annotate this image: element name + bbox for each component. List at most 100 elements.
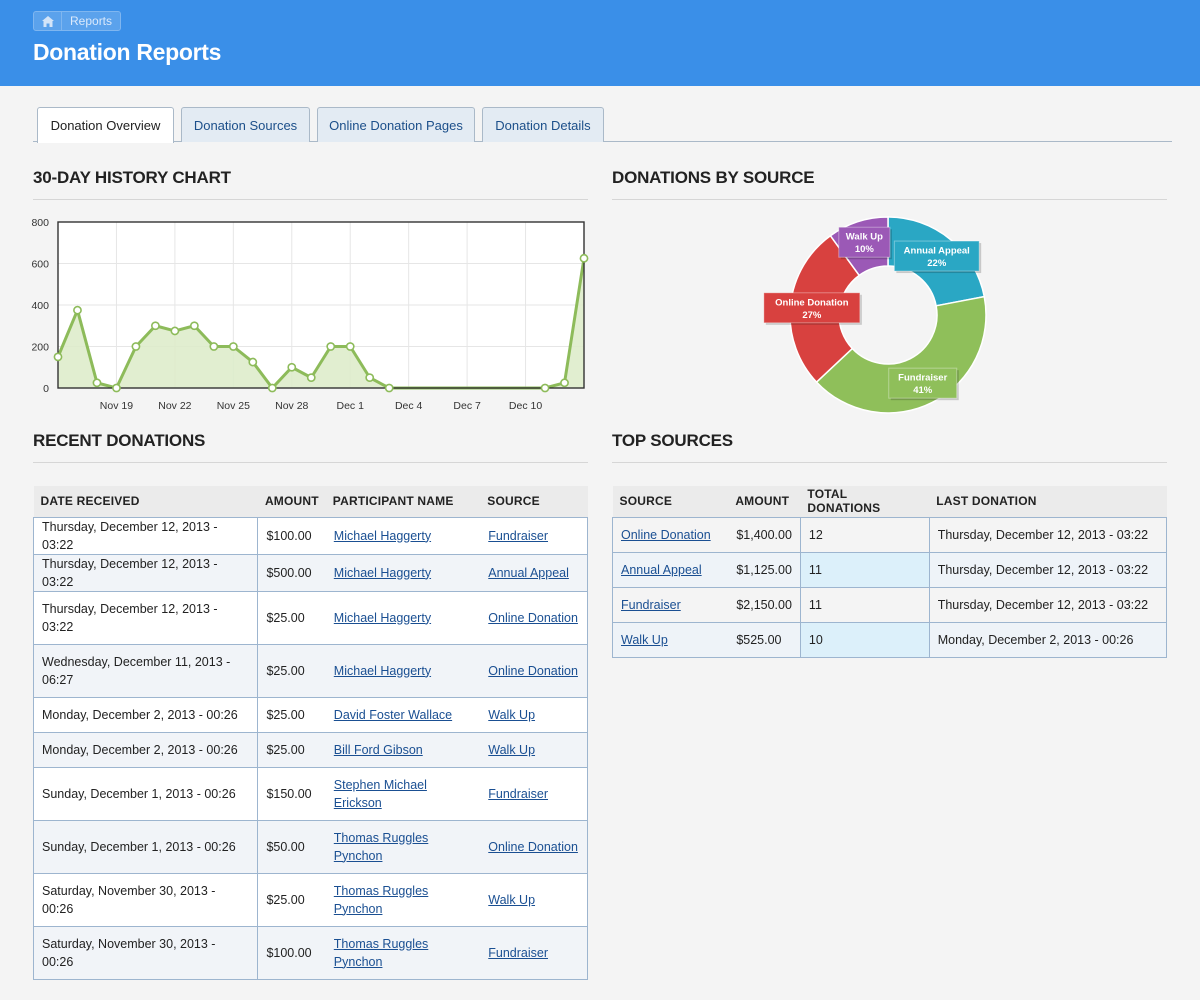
data-point[interactable] [306, 373, 316, 383]
y-tick-label: 800 [31, 217, 49, 229]
column-header-amount[interactable]: AMOUNT [728, 486, 801, 517]
x-tick-label: Nov 19 [100, 400, 133, 412]
recent-donations-title: RECENT DONATIONS [33, 431, 206, 450]
breadcrumb-reports[interactable]: Reports [70, 14, 113, 28]
data-point[interactable] [53, 352, 63, 362]
tab-donation-sources[interactable]: Donation Sources [181, 107, 310, 142]
data-point[interactable] [248, 357, 258, 367]
recent-donations-table: DATE RECEIVED AMOUNT PARTICIPANT NAME SO… [33, 486, 588, 980]
table-row: Monday, December 2, 2013 - 00:26 $25.00 Da… [33, 696, 588, 732]
divider [33, 199, 588, 200]
page-header: Reports Donation Reports [0, 0, 1200, 86]
data-point[interactable] [384, 383, 394, 393]
source-link[interactable]: Fundraiser [488, 528, 549, 543]
participant-cell: Thomas Ruggles Pynchon [325, 925, 481, 979]
data-point[interactable] [151, 321, 160, 331]
data-point[interactable] [287, 362, 297, 372]
data-point[interactable] [112, 383, 121, 393]
data-point[interactable] [73, 305, 82, 315]
participant-cell: Michael Haggerty [325, 516, 481, 554]
data-point[interactable] [365, 373, 375, 383]
date-cell: Saturday, November 30, 2013 - 00:26 [33, 872, 259, 926]
column-header-source[interactable]: SOURCE [480, 486, 588, 517]
participant-link[interactable]: Thomas Ruggles Pynchon [333, 936, 429, 969]
data-point[interactable] [189, 321, 199, 331]
amount-cell: $100.00 [257, 516, 326, 554]
source-link[interactable]: Fundraiser [488, 786, 549, 801]
table-row: Saturday, November 30, 2013 - 00:26 $25.0… [33, 872, 588, 926]
date-cell: Monday, December 2, 2013 - 00:26 [33, 731, 259, 767]
participant-link[interactable]: Michael Haggerty [333, 565, 432, 580]
data-point[interactable] [131, 342, 141, 351]
y-tick-label: 0 [43, 383, 49, 395]
data-point[interactable] [345, 342, 355, 351]
source-link[interactable]: Online Donation [488, 610, 578, 625]
data-point[interactable] [579, 253, 589, 263]
source-link[interactable]: Walk Up [488, 892, 536, 907]
x-tick-label: Dec 7 [453, 400, 481, 412]
column-header-amount[interactable]: AMOUNT [257, 486, 326, 517]
x-tick-label: Nov 28 [275, 400, 308, 412]
data-point[interactable] [267, 383, 277, 393]
participant-link[interactable]: Stephen Michael Erickson [333, 777, 427, 810]
source-link[interactable]: Walk Up [488, 707, 536, 722]
divider [612, 462, 1167, 463]
participant-link[interactable]: Bill Ford Gibson [333, 742, 423, 757]
slice-name: Fundraiser [898, 373, 947, 384]
tab-donation-overview[interactable]: Donation Overview [37, 107, 174, 143]
source-link[interactable]: Online Donation [488, 663, 578, 678]
participant-cell: Michael Haggerty [325, 643, 481, 697]
participant-cell: Stephen Michael Erickson [325, 766, 481, 820]
data-point[interactable] [228, 342, 238, 351]
breadcrumb-home[interactable] [34, 12, 62, 30]
column-header-last-donation[interactable]: LAST DONATION [929, 486, 1167, 517]
amount-cell: $25.00 [257, 590, 326, 644]
table-header-row: DATE RECEIVED AMOUNT PARTICIPANT NAME SO… [33, 486, 588, 517]
last-donation-cell: Thursday, December 12, 2013 - 03:22 [929, 516, 1167, 552]
source-cell: Walk Up [480, 731, 588, 767]
y-tick-label: 400 [31, 300, 49, 312]
source-link[interactable]: Walk Up [621, 632, 668, 647]
column-header-source[interactable]: SOURCE [612, 486, 729, 517]
column-header-date[interactable]: DATE RECEIVED [33, 486, 258, 517]
slice-percent: 10% [855, 244, 875, 255]
source-link[interactable]: Annual Appeal [621, 562, 702, 577]
date-cell: Saturday, November 30, 2013 - 00:26 [33, 925, 259, 979]
table-row: Sunday, December 1, 2013 - 00:26 $150.00 S… [33, 766, 588, 820]
data-point[interactable] [540, 383, 550, 393]
amount-cell: $2,150.00 [728, 586, 801, 622]
column-header-participant[interactable]: PARTICIPANT NAME [325, 486, 481, 517]
participant-link[interactable]: Thomas Ruggles Pynchon [333, 883, 429, 916]
participant-link[interactable]: Thomas Ruggles Pynchon [333, 830, 429, 863]
source-cell: Online Donation [612, 516, 729, 552]
participant-link[interactable]: David Foster Wallace [333, 707, 453, 722]
source-link[interactable]: Fundraiser [621, 597, 681, 612]
source-cell: Fundraiser [480, 925, 588, 979]
source-link[interactable]: Online Donation [488, 839, 578, 854]
tab-donation-details[interactable]: Donation Details [482, 107, 604, 142]
source-link[interactable]: Walk Up [488, 742, 536, 757]
date-cell: Thursday, December 12, 2013 - 03:22 [33, 553, 259, 591]
tab-online-donation-pages[interactable]: Online Donation Pages [317, 107, 475, 142]
column-header-total-donations[interactable]: TOTAL DONATIONS [800, 486, 930, 517]
source-link[interactable]: Annual Appeal [488, 565, 569, 580]
participant-link[interactable]: Michael Haggerty [333, 663, 432, 678]
participant-cell: Bill Ford Gibson [325, 731, 481, 767]
table-row: Saturday, November 30, 2013 - 00:26 $100.… [33, 925, 588, 979]
source-cell: Fundraiser [480, 766, 588, 820]
data-point[interactable] [170, 326, 180, 336]
participant-link[interactable]: Michael Haggerty [333, 610, 432, 625]
source-link[interactable]: Fundraiser [488, 945, 549, 960]
participant-link[interactable]: Michael Haggerty [333, 528, 432, 543]
data-point[interactable] [326, 342, 336, 351]
data-point[interactable] [92, 378, 102, 388]
source-link[interactable]: Online Donation [621, 527, 711, 542]
source-cell: Online Donation [480, 590, 588, 644]
amount-cell: $25.00 [257, 643, 326, 697]
data-point[interactable] [209, 342, 219, 351]
date-cell: Thursday, December 12, 2013 - 03:22 [33, 590, 259, 644]
data-point[interactable] [560, 378, 569, 388]
